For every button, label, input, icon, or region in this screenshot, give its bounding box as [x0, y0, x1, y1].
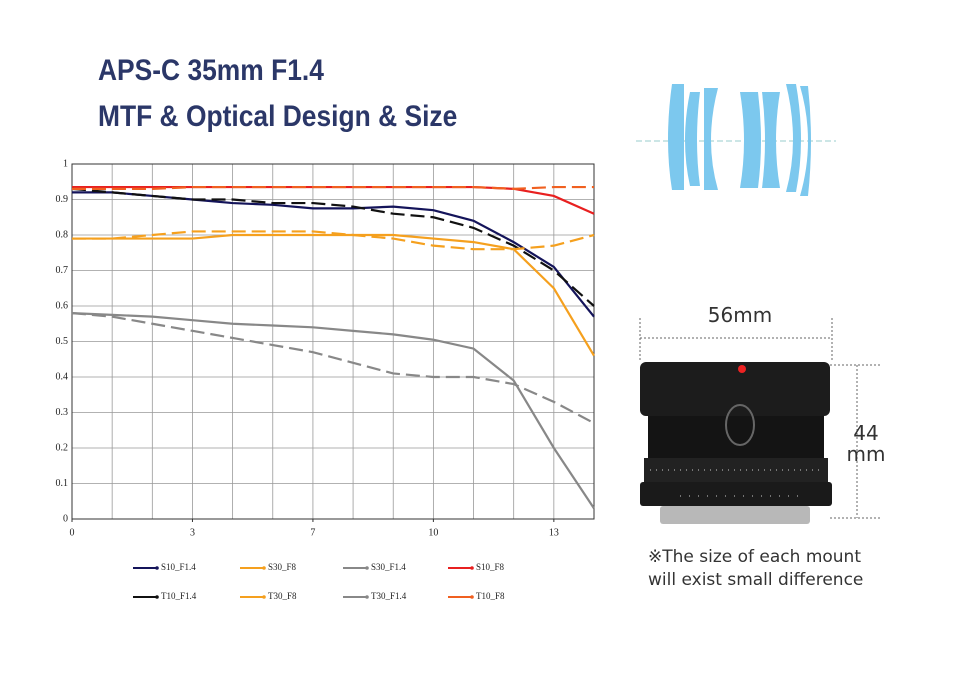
y-tick-label: 1 — [63, 158, 68, 169]
note-line: ※The size of each mount — [648, 547, 861, 567]
height-unit: mm — [847, 442, 886, 466]
y-tick-label: 0.9 — [56, 194, 69, 205]
y-tick-label: 0.3 — [56, 407, 69, 418]
series-line — [72, 191, 595, 318]
x-tick-label: 3 — [190, 527, 195, 538]
legend-dot — [155, 566, 159, 570]
x-tick-label: 7 — [310, 527, 315, 538]
legend-dot — [365, 595, 369, 599]
y-tick-label: 0.1 — [56, 478, 69, 489]
y-tick-label: 0.6 — [56, 300, 69, 311]
y-tick-label: 0.4 — [56, 371, 69, 382]
dimension-lines — [639, 318, 880, 519]
legend-label: T10_F8 — [476, 591, 505, 601]
legend-label: S10_F8 — [476, 562, 505, 572]
y-tick-label: 0.2 — [56, 442, 69, 453]
series-line — [72, 185, 595, 215]
legend-dot — [470, 566, 474, 570]
series-line — [72, 185, 594, 190]
series-line — [71, 312, 595, 509]
legend-dot — [155, 595, 159, 599]
series-line — [72, 233, 595, 357]
y-tick-label: 0.5 — [56, 336, 69, 347]
legend-dot — [262, 566, 266, 570]
legend-label: S10_F1.4 — [161, 562, 196, 572]
lens-photo — [640, 362, 832, 524]
legend-label: S30_F8 — [268, 562, 297, 572]
x-tick-label: 10 — [428, 527, 438, 538]
plot-frame — [71, 163, 595, 520]
legend-dot — [365, 566, 369, 570]
x-tick-label: 13 — [549, 527, 559, 538]
optical-diagram — [636, 84, 836, 196]
height-value: 44 — [853, 421, 878, 445]
title-line: MTF & Optical Design & Size — [98, 98, 457, 132]
y-tick-label: 0.7 — [56, 265, 69, 276]
legend-dot — [262, 595, 266, 599]
note-line: will exist small difference — [648, 570, 863, 590]
legend-label: T10_F1.4 — [161, 591, 197, 601]
y-tick-label: 0.8 — [56, 229, 69, 240]
y-tick-label: 0 — [63, 513, 68, 524]
legend-label: S30_F1.4 — [371, 562, 406, 572]
legend-label: T30_F1.4 — [371, 591, 407, 601]
width-label: 56mm — [708, 303, 772, 327]
title-line: APS-C 35mm F1.4 — [98, 52, 324, 86]
series-line — [72, 230, 595, 251]
legend-label: T30_F8 — [268, 591, 297, 601]
x-tick-label: 0 — [70, 527, 75, 538]
series-line — [71, 187, 595, 307]
legend-dot — [470, 595, 474, 599]
series-line — [71, 312, 595, 425]
